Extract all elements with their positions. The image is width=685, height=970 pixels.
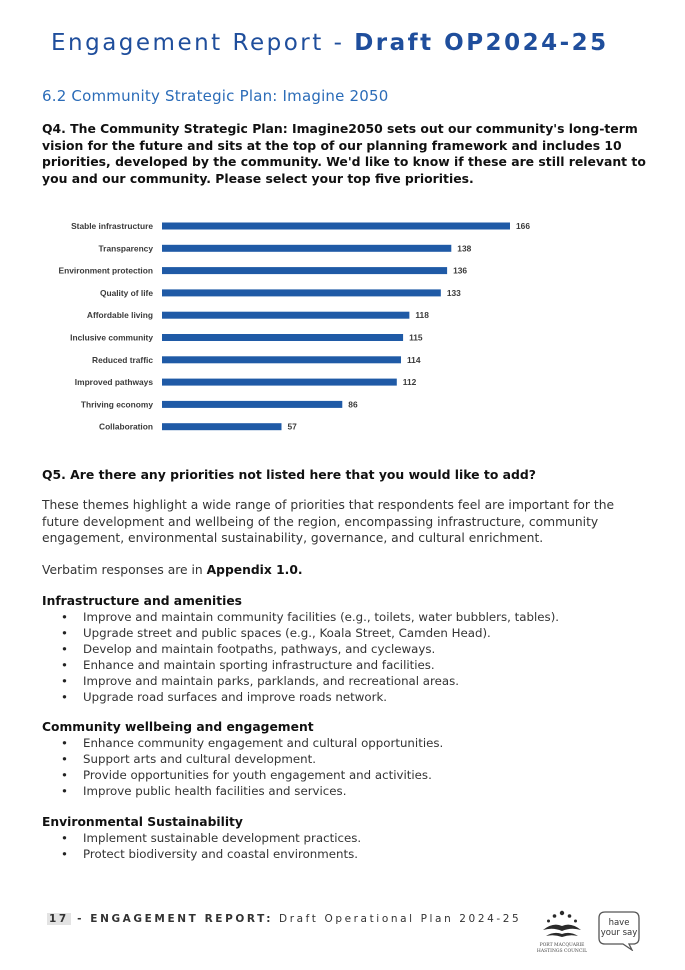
bullet-list: Enhance community engagement and cultura… xyxy=(42,735,662,799)
speech-bubble-icon xyxy=(598,911,640,951)
list-item: Enhance and maintain sporting infrastruc… xyxy=(42,657,662,673)
category-label: Affordable living xyxy=(87,310,153,320)
category-label: Stable infrastructure xyxy=(71,221,153,231)
list-item: Enhance community engagement and cultura… xyxy=(42,735,662,751)
category-label: Environment protection xyxy=(59,266,153,276)
list-item: Support arts and cultural development. xyxy=(42,751,662,767)
category-label: Thriving economy xyxy=(81,399,153,409)
footer-label: ENGAGEMENT REPORT: xyxy=(90,913,274,925)
value-label: 138 xyxy=(457,243,471,253)
priorities-bar-chart: Stable infrastructure 166 Transparency 138 E… xyxy=(59,221,531,432)
list-item: Provide opportunities for youth engageme… xyxy=(42,767,662,783)
category-label: Collaboration xyxy=(99,422,153,432)
list-item: Protect biodiversity and coastal environ… xyxy=(42,846,662,862)
value-label: 57 xyxy=(287,422,297,432)
appendix-reference: Appendix 1.0. xyxy=(206,563,303,577)
question-4: Q4. The Community Strategic Plan: Imagin… xyxy=(42,121,646,186)
value-label: 118 xyxy=(415,310,429,320)
bar xyxy=(162,289,441,297)
footer-doc-title: Draft Operational Plan 2024-25 xyxy=(273,913,522,925)
list-item: Improve and maintain parks, parklands, a… xyxy=(42,673,662,689)
bar xyxy=(162,378,397,386)
badge-line1: have xyxy=(608,918,630,928)
council-logo: PORT MACQUARIE HASTINGS COUNCIL xyxy=(527,907,597,957)
category-label: Reduced traffic xyxy=(92,355,153,365)
header-title-light: Engagement Report - xyxy=(51,30,355,56)
bar xyxy=(162,334,404,341)
category-label: Improved pathways xyxy=(75,377,154,387)
group-heading: Environmental Sustainability xyxy=(42,815,243,829)
section-title: 6.2 Community Strategic Plan: Imagine 20… xyxy=(42,87,389,105)
logo-text-line2: HASTINGS COUNCIL xyxy=(536,949,588,954)
list-item: Improve and maintain community facilitie… xyxy=(42,609,662,625)
group-heading: Infrastructure and amenities xyxy=(42,594,242,608)
group-heading: Community wellbeing and engagement xyxy=(42,720,314,734)
category-label: Inclusive community xyxy=(70,333,153,343)
category-label: Quality of life xyxy=(100,288,153,298)
value-label: 166 xyxy=(516,221,530,231)
value-label: 112 xyxy=(403,377,417,387)
value-label: 136 xyxy=(453,266,467,276)
badge-line2: your say xyxy=(600,928,638,938)
list-item: Improve public health facilities and ser… xyxy=(42,783,662,799)
group-infrastructure: Infrastructure and amenities Improve and… xyxy=(42,593,662,705)
logo-text-line1: PORT MACQUARIE xyxy=(539,943,585,948)
question-5: Q5. Are there any priorities not listed … xyxy=(42,467,536,482)
verbatim-note: Verbatim responses are in Appendix 1.0. xyxy=(42,563,303,577)
council-logo-icon xyxy=(543,910,581,937)
bar xyxy=(162,267,448,275)
value-label: 86 xyxy=(348,399,358,409)
verbatim-prefix: Verbatim responses are in xyxy=(42,563,207,577)
header-title-bold: Draft OP2024-25 xyxy=(354,30,609,56)
badge-text: have your say xyxy=(598,918,640,938)
list-item: Upgrade street and public spaces (e.g., … xyxy=(42,625,662,641)
bullet-list: Implement sustainable development practi… xyxy=(42,830,662,862)
list-item: Upgrade road surfaces and improve roads … xyxy=(42,689,662,705)
bar xyxy=(162,356,401,364)
bar xyxy=(162,222,510,230)
page-footer: 17 - ENGAGEMENT REPORT: Draft Operationa… xyxy=(47,913,521,925)
list-item: Implement sustainable development practi… xyxy=(42,830,662,846)
group-environmental: Environmental Sustainability Implement s… xyxy=(42,814,662,862)
bar xyxy=(162,400,343,408)
report-header: Engagement Report - Draft OP2024-25 xyxy=(51,30,609,56)
themes-paragraph: These themes highlight a wide range of p… xyxy=(42,498,615,545)
footer-separator: - xyxy=(70,913,91,925)
category-label: Transparency xyxy=(99,243,154,253)
bar xyxy=(162,423,282,431)
bar xyxy=(162,244,452,252)
page-number: 17 xyxy=(47,913,71,925)
value-label: 115 xyxy=(409,333,423,343)
bar xyxy=(162,311,410,319)
value-label: 114 xyxy=(407,355,421,365)
value-label: 133 xyxy=(447,288,461,298)
bullet-list: Improve and maintain community facilitie… xyxy=(42,609,662,705)
list-item: Develop and maintain footpaths, pathways… xyxy=(42,641,662,657)
group-community-wellbeing: Community wellbeing and engagement Enhan… xyxy=(42,719,662,799)
have-your-say-badge: have your say xyxy=(598,911,640,951)
